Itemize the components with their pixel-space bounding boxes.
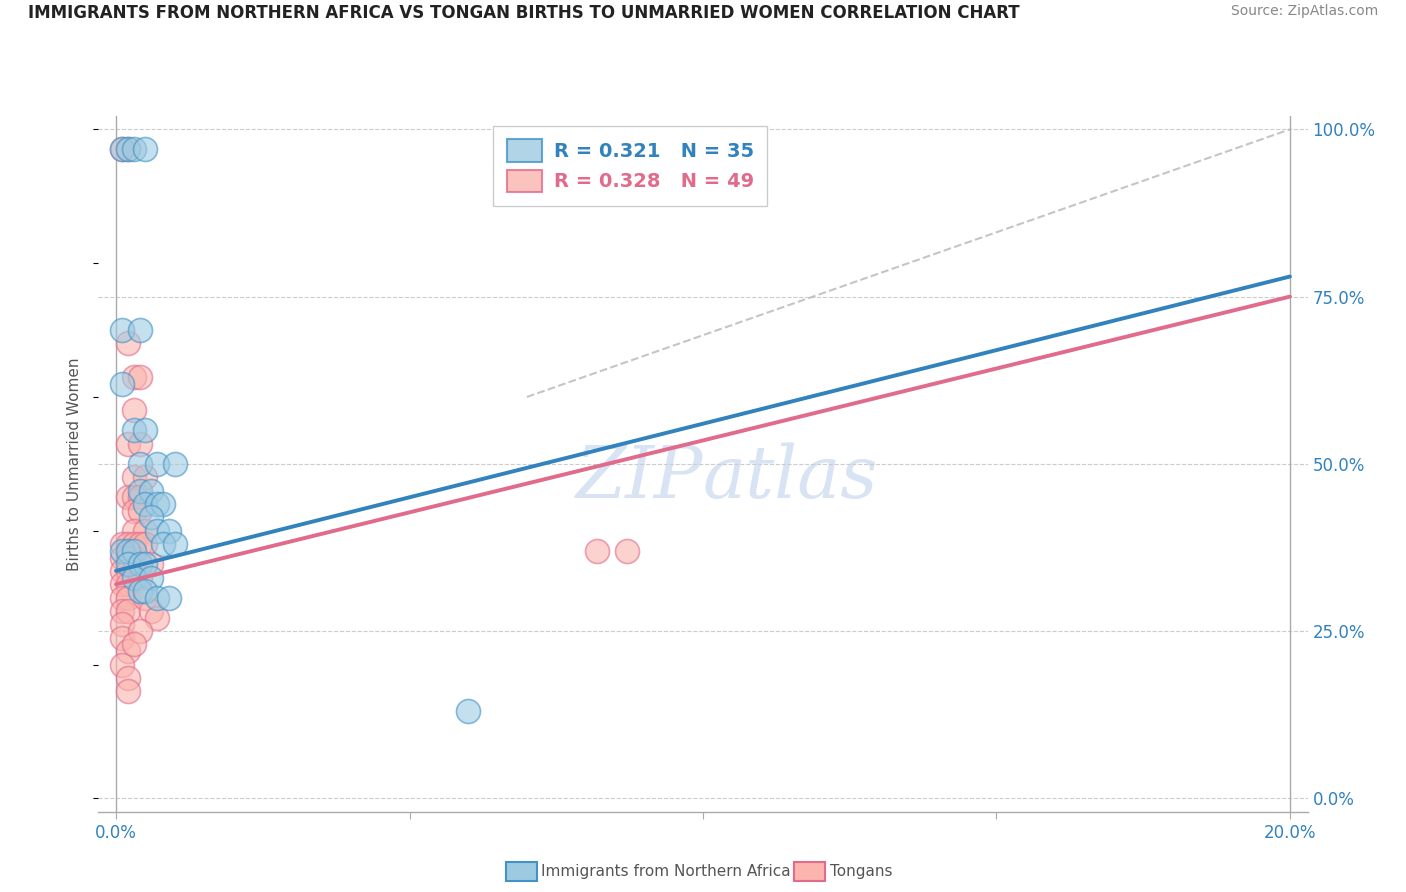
Point bbox=[141, 510, 163, 524]
Point bbox=[122, 491, 145, 505]
Point bbox=[134, 591, 156, 605]
Point bbox=[134, 424, 156, 438]
Point bbox=[122, 544, 145, 558]
Point bbox=[146, 524, 169, 538]
Point bbox=[111, 591, 134, 605]
Point bbox=[122, 571, 145, 585]
Text: 0.0%: 0.0% bbox=[96, 824, 136, 842]
Point bbox=[111, 537, 134, 551]
Point bbox=[141, 483, 163, 498]
Point bbox=[122, 403, 145, 417]
Point bbox=[111, 143, 134, 157]
Point bbox=[117, 604, 139, 618]
Point bbox=[134, 584, 156, 599]
Point bbox=[141, 604, 163, 618]
Point bbox=[146, 611, 169, 625]
Point bbox=[128, 483, 150, 498]
Point bbox=[122, 564, 145, 578]
Text: Source: ZipAtlas.com: Source: ZipAtlas.com bbox=[1230, 4, 1378, 19]
Point bbox=[128, 323, 150, 337]
Point bbox=[117, 671, 139, 685]
Point bbox=[134, 497, 156, 511]
Point bbox=[128, 437, 150, 451]
Legend: R = 0.321   N = 35, R = 0.328   N = 49: R = 0.321 N = 35, R = 0.328 N = 49 bbox=[494, 126, 768, 205]
Point bbox=[163, 457, 186, 471]
Point bbox=[117, 143, 139, 157]
Point bbox=[117, 491, 139, 505]
Point bbox=[134, 470, 156, 484]
Point bbox=[122, 637, 145, 651]
Point bbox=[111, 631, 134, 645]
Point bbox=[146, 591, 169, 605]
Point bbox=[117, 557, 139, 572]
Point bbox=[128, 624, 150, 639]
Point bbox=[111, 657, 134, 672]
Point bbox=[111, 564, 134, 578]
Point bbox=[111, 550, 134, 565]
Point bbox=[111, 604, 134, 618]
Point bbox=[134, 537, 156, 551]
Text: 20.0%: 20.0% bbox=[1264, 824, 1316, 842]
Point bbox=[122, 550, 145, 565]
Point bbox=[616, 544, 638, 558]
Point bbox=[111, 577, 134, 591]
Point bbox=[111, 323, 134, 337]
Text: ZIP: ZIP bbox=[575, 442, 703, 513]
Point bbox=[122, 524, 145, 538]
Point bbox=[111, 544, 134, 558]
Text: atlas: atlas bbox=[703, 442, 879, 513]
Point bbox=[128, 557, 150, 572]
Point bbox=[122, 470, 145, 484]
Point bbox=[141, 571, 163, 585]
Text: IMMIGRANTS FROM NORTHERN AFRICA VS TONGAN BIRTHS TO UNMARRIED WOMEN CORRELATION : IMMIGRANTS FROM NORTHERN AFRICA VS TONGA… bbox=[28, 4, 1019, 22]
Point bbox=[117, 336, 139, 351]
Point bbox=[117, 644, 139, 658]
Point bbox=[152, 497, 174, 511]
Point bbox=[122, 503, 145, 517]
Point bbox=[163, 537, 186, 551]
Point bbox=[117, 684, 139, 698]
Point bbox=[146, 497, 169, 511]
Point bbox=[152, 537, 174, 551]
Point bbox=[111, 617, 134, 632]
Point bbox=[157, 524, 180, 538]
Point bbox=[146, 457, 169, 471]
Point bbox=[586, 544, 609, 558]
Point bbox=[128, 571, 150, 585]
Point bbox=[117, 544, 139, 558]
Point bbox=[128, 457, 150, 471]
Point bbox=[117, 564, 139, 578]
Point bbox=[122, 143, 145, 157]
Point bbox=[111, 143, 134, 157]
Point bbox=[117, 591, 139, 605]
Text: Immigrants from Northern Africa: Immigrants from Northern Africa bbox=[541, 864, 792, 879]
Point bbox=[134, 557, 156, 572]
Point bbox=[157, 591, 180, 605]
Point bbox=[128, 491, 150, 505]
Point bbox=[117, 550, 139, 565]
Point bbox=[117, 537, 139, 551]
Point bbox=[457, 705, 479, 719]
Point bbox=[117, 577, 139, 591]
Point bbox=[128, 503, 150, 517]
Point bbox=[128, 370, 150, 384]
Text: Tongans: Tongans bbox=[830, 864, 891, 879]
Point bbox=[122, 424, 145, 438]
Y-axis label: Births to Unmarried Women: Births to Unmarried Women bbox=[67, 357, 83, 571]
Point bbox=[134, 143, 156, 157]
Point bbox=[128, 537, 150, 551]
Point bbox=[141, 557, 163, 572]
Point bbox=[117, 437, 139, 451]
Point bbox=[122, 370, 145, 384]
Point bbox=[134, 524, 156, 538]
Point bbox=[128, 584, 150, 599]
Point bbox=[117, 143, 139, 157]
Point bbox=[122, 537, 145, 551]
Point bbox=[111, 376, 134, 391]
